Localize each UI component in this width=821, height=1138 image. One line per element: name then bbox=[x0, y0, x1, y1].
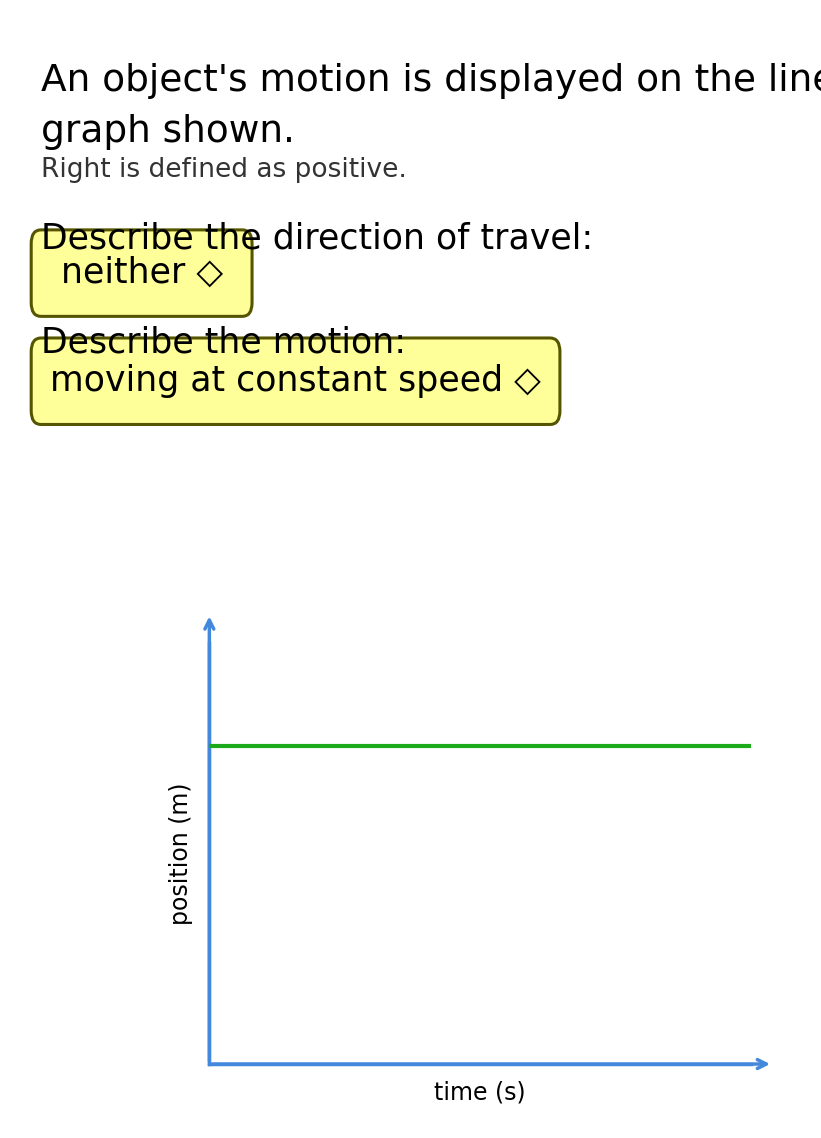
Text: moving at constant speed ◇: moving at constant speed ◇ bbox=[50, 364, 541, 398]
Y-axis label: position (m): position (m) bbox=[168, 782, 193, 925]
Text: An object's motion is displayed on the line: An object's motion is displayed on the l… bbox=[41, 63, 821, 99]
FancyBboxPatch shape bbox=[31, 338, 560, 424]
X-axis label: time (s): time (s) bbox=[434, 1081, 526, 1105]
Text: Describe the direction of travel:: Describe the direction of travel: bbox=[41, 222, 594, 256]
Text: neither ◇: neither ◇ bbox=[61, 256, 222, 290]
Text: graph shown.: graph shown. bbox=[41, 114, 295, 150]
FancyBboxPatch shape bbox=[31, 230, 252, 316]
Text: Right is defined as positive.: Right is defined as positive. bbox=[41, 157, 407, 183]
Text: Describe the motion:: Describe the motion: bbox=[41, 325, 406, 360]
